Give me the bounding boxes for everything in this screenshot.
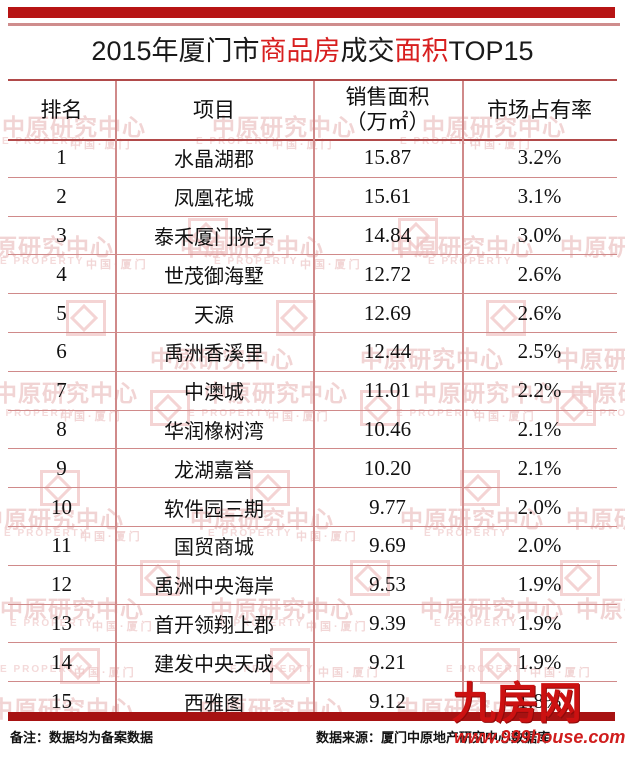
cell-share: 1.9% (462, 564, 617, 605)
cell-share: 2.6% (462, 254, 617, 294)
cell-area: 12.44 (313, 331, 462, 372)
table-row: 4 世茂御海墅 12.72 2.6% (8, 254, 617, 294)
cell-area: 9.21 (313, 642, 462, 682)
cell-rank: 13 (8, 603, 115, 643)
cell-share: 1.9% (462, 642, 617, 682)
table-row: 7 中澳城 11.01 2.2% (8, 370, 617, 411)
cell-project: 中澳城 (115, 370, 313, 411)
cell-project: 国贸商城 (115, 525, 313, 566)
cell-rank: 8 (8, 409, 115, 449)
table-row: 6 禹洲香溪里 12.44 2.5% (8, 331, 617, 372)
table-row: 13 首开领翔上郡 9.39 1.9% (8, 603, 617, 643)
footer-note: 备注：数据均为备案数据 (10, 730, 154, 745)
ranking-table: 排名 项目 销售面积 （万㎡） 市场占有率 1 水晶湖郡 15.87 3.2% 2 凤凰花… (8, 81, 617, 720)
page-title-segment-2: 成交 (340, 36, 395, 66)
cell-rank: 4 (8, 254, 115, 294)
table-row: 5 天源 12.69 2.6% (8, 293, 617, 333)
cell-share: 2.0% (462, 525, 617, 566)
table-header-row: 排名 项目 销售面积 （万㎡） 市场占有率 (8, 81, 617, 139)
cell-share: 2.1% (462, 409, 617, 449)
cell-project: 龙湖嘉誉 (115, 448, 313, 488)
cell-project: 首开领翔上郡 (115, 603, 313, 643)
table-row: 11 国贸商城 9.69 2.0% (8, 525, 617, 566)
table-row: 1 水晶湖郡 15.87 3.2% (8, 139, 617, 177)
page-title-segment-3: 面积 (394, 36, 449, 66)
cell-area: 12.72 (313, 254, 462, 294)
column-header-area-line2: （万㎡） (345, 110, 430, 134)
table-row: 2 凤凰花城 15.61 3.1% (8, 176, 617, 217)
cell-rank: 10 (8, 487, 115, 527)
cell-rank: 7 (8, 370, 115, 411)
cell-share: 1.9% (462, 603, 617, 643)
cell-rank: 3 (8, 215, 115, 255)
cell-project: 凤凰花城 (115, 176, 313, 217)
page-title-segment-1: 商品房 (259, 36, 341, 66)
table-row: 9 龙湖嘉誉 10.20 2.1% (8, 448, 617, 488)
cell-area: 11.01 (313, 370, 462, 411)
cell-share: 2.5% (462, 331, 617, 372)
cell-project: 禹洲中央海岸 (115, 564, 313, 605)
table-row: 8 华润橡树湾 10.46 2.1% (8, 409, 617, 449)
cell-area: 15.87 (363, 145, 412, 170)
table-row: 12 禹洲中央海岸 9.53 1.9% (8, 564, 617, 605)
table-header-rule (8, 139, 617, 141)
column-header-share: 市场占有率 (487, 97, 592, 122)
cell-project: 软件园三期 (115, 487, 313, 527)
top-accent-bar (8, 7, 615, 18)
cell-project: 建发中央天成 (115, 642, 313, 682)
cell-rank: 11 (8, 525, 115, 566)
page-title-segment-0: 2015年厦门市 (91, 36, 260, 66)
table-row: 14 建发中央天成 9.21 1.9% (8, 642, 617, 682)
cell-area: 9.77 (313, 487, 462, 527)
cell-rank: 5 (8, 293, 115, 333)
cell-rank: 14 (8, 642, 115, 682)
cell-rank: 9 (8, 448, 115, 488)
cell-area: 10.46 (313, 409, 462, 449)
cell-project: 水晶湖郡 (174, 149, 254, 172)
table-row: 3 泰禾厦门院子 14.84 3.0% (8, 215, 617, 255)
cell-share: 3.2% (517, 145, 562, 170)
cell-project: 天源 (115, 293, 313, 333)
cell-area: 12.69 (313, 293, 462, 333)
column-header-area-line1: 销售面积 (345, 85, 430, 109)
bottom-accent-bar (8, 712, 615, 721)
cell-area: 15.61 (313, 176, 462, 217)
cell-project: 华润橡树湾 (115, 409, 313, 449)
cell-share: 2.0% (462, 487, 617, 527)
cell-rank: 6 (8, 331, 115, 372)
cell-rank: 1 (56, 145, 67, 170)
top-hairline (8, 23, 620, 26)
cell-share: 2.1% (462, 448, 617, 488)
cell-area: 9.69 (313, 525, 462, 566)
cell-area: 14.84 (313, 215, 462, 255)
cell-area: 9.53 (313, 564, 462, 605)
column-header-rank: 排名 (40, 97, 83, 122)
page-title: 2015年厦门市商品房成交面积TOP15 (0, 34, 625, 68)
cell-share: 2.2% (462, 370, 617, 411)
table-row: 10 软件园三期 9.77 2.0% (8, 487, 617, 527)
footer-source: 数据来源：厦门中原地产研究中心数据库 (316, 730, 551, 745)
cell-share: 2.6% (462, 293, 617, 333)
table-body: 1 水晶湖郡 15.87 3.2% 2 凤凰花城 15.61 3.1% 3 泰禾厦门院子 14.84… (8, 139, 617, 720)
cell-project: 世茂御海墅 (115, 254, 313, 294)
column-header-project: 项目 (193, 97, 235, 122)
cell-share: 3.1% (462, 176, 617, 217)
cell-area: 9.39 (313, 603, 462, 643)
cell-area: 10.20 (313, 448, 462, 488)
cell-share: 3.0% (462, 215, 617, 255)
cell-project: 禹洲香溪里 (115, 331, 313, 372)
cell-rank: 2 (8, 176, 115, 217)
page-title-segment-4: TOP15 (448, 36, 534, 66)
table-top-rule (8, 79, 617, 81)
cell-project: 泰禾厦门院子 (115, 215, 313, 255)
column-header-area: 销售面积 （万㎡） (313, 81, 462, 139)
cell-rank: 12 (8, 564, 115, 605)
